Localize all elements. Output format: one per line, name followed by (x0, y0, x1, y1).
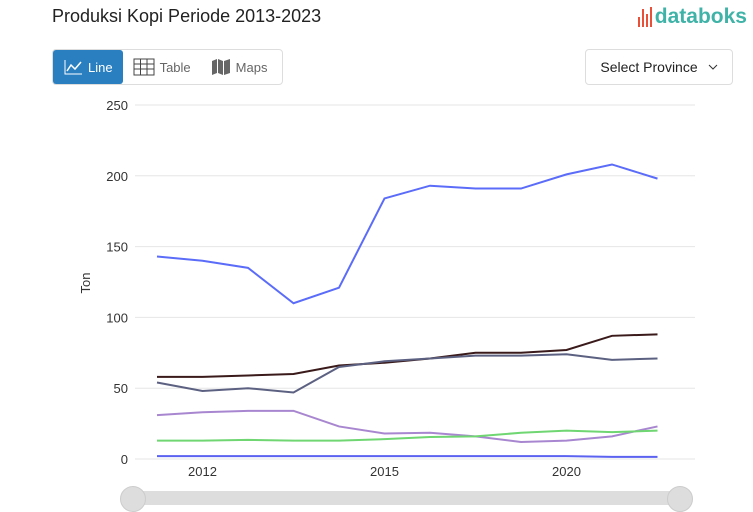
logo-text: databoks (654, 5, 747, 28)
tab-label: Line (88, 59, 113, 75)
y-tick-label: 200 (106, 169, 128, 184)
range-slider[interactable] (120, 486, 693, 512)
slider-handle-right[interactable] (667, 486, 693, 512)
line-chart-icon (64, 60, 82, 75)
x-tick-label: 2015 (370, 464, 399, 479)
y-tick-label: 50 (114, 381, 128, 396)
table-icon (133, 58, 155, 76)
series-line-0 (156, 163, 658, 305)
province-select[interactable]: Select Province (585, 49, 733, 85)
tab-maps[interactable]: Maps (201, 50, 278, 84)
logo-bars-icon (637, 7, 652, 27)
tab-table[interactable]: Table (123, 50, 201, 84)
y-tick-label: 250 (106, 98, 128, 113)
line-chart: Ton 0 50 100 150 200 250 2012 2015 2020 (78, 98, 695, 479)
view-tabs: Line Table Maps (52, 49, 283, 85)
tab-label: Table (159, 59, 191, 75)
y-tick-label: 150 (106, 240, 128, 255)
y-tick-label: 100 (106, 310, 128, 325)
slider-handle-left[interactable] (120, 486, 146, 512)
slider-track[interactable] (130, 491, 683, 505)
series-line-4 (157, 429, 658, 442)
databoks-logo: databoks (637, 5, 747, 29)
series-line-5 (157, 455, 658, 458)
series-line-3 (156, 409, 658, 444)
x-tick-label: 2012 (188, 464, 217, 479)
chevron-down-icon (708, 64, 717, 70)
map-icon (211, 59, 230, 75)
x-tick-label: 2020 (552, 464, 581, 479)
chart-title: Produksi Kopi Periode 2013-2023 (52, 6, 322, 26)
province-select-label: Select Province (600, 59, 698, 75)
y-tick-label: 0 (121, 452, 128, 467)
tab-line[interactable]: Line (53, 50, 123, 84)
tab-label: Maps (235, 59, 268, 75)
y-axis-label: Ton (78, 273, 93, 294)
series-line-2 (156, 353, 658, 394)
